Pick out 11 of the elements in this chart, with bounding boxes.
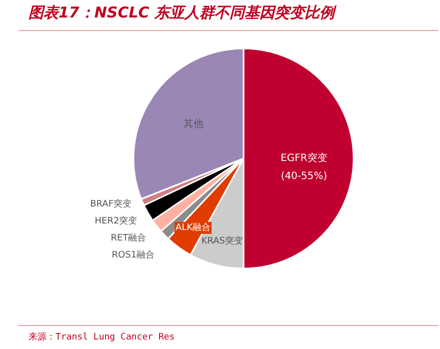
slice-label: BRAF突变 [90,198,132,210]
slice-label: KRAS突变 [201,236,244,247]
chart-title: 图表17：NSCLC 东亚人群不同基因突变比例 [28,4,338,22]
text: (40-55%) [280,171,328,182]
slice-label: HER2突变 [94,215,138,226]
slice-label: ROS1融合 [112,249,155,260]
slice-label: RET融合 [110,232,146,244]
slice-label: ALK融合 [176,222,211,233]
source-note: 来源：Transl Lung Cancer Res [28,332,175,342]
slice-label: EGFR突变 [280,152,328,164]
slice-label: 其他 [183,118,204,130]
